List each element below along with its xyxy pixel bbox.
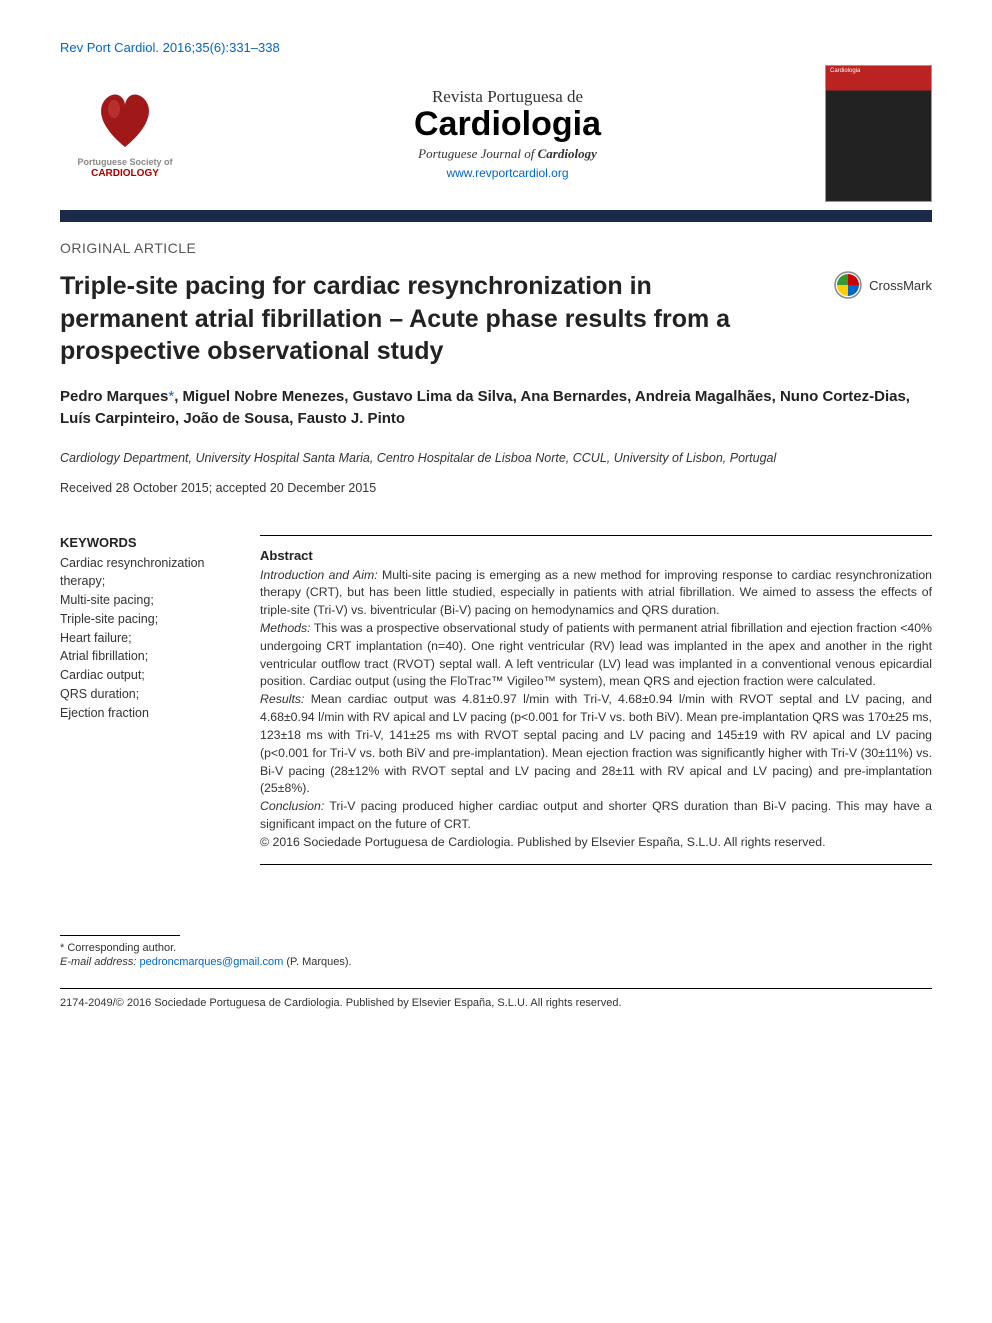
- journal-url[interactable]: www.revportcardiol.org: [190, 166, 825, 180]
- cover-label: Cardiologia: [830, 68, 860, 74]
- article-dates: Received 28 October 2015; accepted 20 De…: [60, 481, 932, 495]
- article-type: ORIGINAL ARTICLE: [60, 240, 932, 256]
- journal-title-block: Revista Portuguesa de Cardiologia Portug…: [190, 87, 825, 180]
- authors-list: Pedro Marques*, Miguel Nobre Menezes, Gu…: [60, 386, 932, 431]
- corresponding-author-label: * Corresponding author.: [60, 942, 932, 954]
- journal-title: Cardiologia: [190, 105, 825, 144]
- journal-cover-thumbnail: Cardiologia: [825, 65, 932, 202]
- article-page: Rev Port Cardiol. 2016;35(6):331–338 Por…: [0, 0, 992, 1039]
- divider-bar: [60, 210, 932, 222]
- abstract-label: Abstract: [260, 548, 932, 563]
- methods-text: This was a prospective observational stu…: [260, 621, 932, 688]
- title-row: Triple-site pacing for cardiac resynchro…: [60, 270, 932, 386]
- journal-subtitle: Portuguese Journal of Cardiology: [190, 146, 825, 162]
- keywords-list: Cardiac resynchronization therapy; Multi…: [60, 554, 225, 723]
- conclusion-text: Tri-V pacing produced higher cardiac out…: [260, 799, 932, 831]
- header-main: Portuguese Society of CARDIOLOGY Revista…: [60, 65, 932, 202]
- heart-icon: [90, 87, 160, 152]
- crossmark-label: CrossMark: [869, 278, 932, 293]
- email-suffix: (P. Marques).: [283, 956, 351, 968]
- footer-block: * Corresponding author. E-mail address: …: [60, 935, 932, 968]
- society-text: Portuguese Society of CARDIOLOGY: [60, 157, 190, 180]
- journal-subtitle-plain: Portuguese Journal of: [418, 146, 538, 161]
- intro-label: Introduction and Aim:: [260, 568, 378, 582]
- content-row: KEYWORDS Cardiac resynchronization thera…: [60, 535, 932, 865]
- conclusion-label: Conclusion:: [260, 799, 324, 813]
- abstract-text: Introduction and Aim: Multi-site pacing …: [260, 567, 932, 852]
- email-link[interactable]: pedroncmarques@gmail.com: [139, 956, 283, 968]
- crossmark-icon: [833, 270, 863, 300]
- journal-pretitle: Revista Portuguesa de: [190, 87, 825, 107]
- society-top: Portuguese Society of: [60, 157, 190, 168]
- crossmark-badge[interactable]: CrossMark: [833, 270, 932, 300]
- results-text: Mean cardiac output was 4.81±0.97 l/min …: [260, 692, 932, 795]
- email-label: E-mail address:: [60, 956, 136, 968]
- header-top: Rev Port Cardiol. 2016;35(6):331–338: [60, 40, 932, 55]
- abstract-column: Abstract Introduction and Aim: Multi-sit…: [260, 535, 932, 865]
- citation-text: Rev Port Cardiol. 2016;35(6):331–338: [60, 40, 280, 55]
- society-logo: Portuguese Society of CARDIOLOGY: [60, 87, 190, 180]
- abstract-bottom-rule: [260, 864, 932, 865]
- journal-subtitle-bold: Cardiology: [538, 146, 597, 161]
- affiliation: Cardiology Department, University Hospit…: [60, 451, 932, 465]
- article-title: Triple-site pacing for cardiac resynchro…: [60, 270, 760, 368]
- copyright-footer: 2174-2049/© 2016 Sociedade Portuguesa de…: [60, 988, 932, 1009]
- email-line: E-mail address: pedroncmarques@gmail.com…: [60, 956, 932, 968]
- footer-rule: [60, 935, 180, 936]
- keywords-label: KEYWORDS: [60, 535, 225, 550]
- abstract-copyright: © 2016 Sociedade Portuguesa de Cardiolog…: [260, 835, 825, 849]
- society-name: CARDIOLOGY: [60, 168, 190, 180]
- corresponding-asterisk: *: [168, 388, 174, 405]
- methods-label: Methods:: [260, 621, 311, 635]
- keywords-column: KEYWORDS Cardiac resynchronization thera…: [60, 535, 225, 865]
- results-label: Results:: [260, 692, 304, 706]
